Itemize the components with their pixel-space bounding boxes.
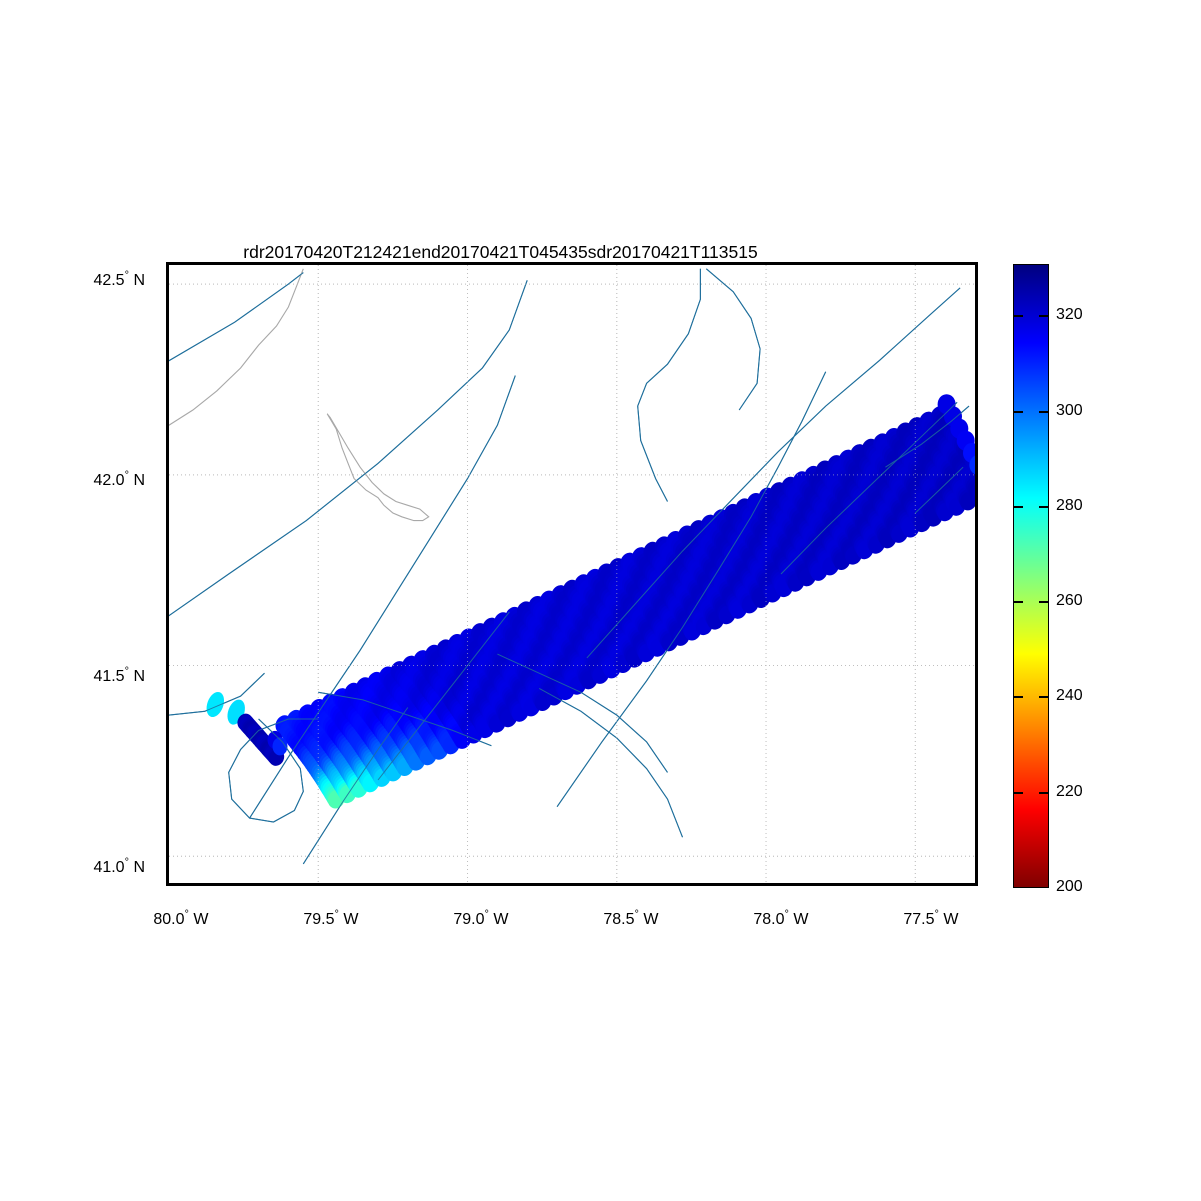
basemap-rivers [169,268,970,865]
y-hemisphere-3: N [133,859,145,876]
river-line-overlay-10 [169,672,265,716]
river-line-overlay-0 [169,272,304,362]
x-tick-value-80p0: 80.0 [153,911,185,928]
river-line-overlay-4 [377,611,510,781]
river-line-overlay-9 [705,268,761,411]
river-line-0 [169,272,304,362]
colorbar-tick-300 [1039,410,1048,413]
y-tick-value-42p5: 42.5 [93,272,125,289]
tail-marker [272,737,288,756]
y-hemisphere-2: N [133,668,145,685]
x-tick-label-80p0: 80.0° W [112,893,232,947]
colorbar-label-220: 220 [1056,782,1083,800]
x-hemisphere-0: W [193,911,209,928]
x-hemisphere-2: W [493,911,509,928]
colorbar-label-200: 200 [1056,878,1083,895]
degree-icon: ° [124,469,129,482]
map-axes[interactable] [166,262,978,886]
river-line-overlay-2 [249,375,516,819]
river-line-1 [169,280,528,617]
tail-marker [206,691,225,718]
title-line-1: rdr20170420T212421end20170421T045435sdr2… [243,242,758,262]
y-hemisphere-0: N [133,272,145,289]
coast-line-0 [169,268,304,426]
degree-icon: ° [334,908,339,921]
y-tick-value-41p5: 41.5 [93,668,125,685]
x-tick-label-77p5: 77.5° W [862,893,982,947]
x-tick-label-79p5: 79.5° W [262,893,382,947]
colorbar-tick-240 [1014,696,1023,699]
degree-icon: ° [784,908,789,921]
x-tick-value-78p0: 78.0 [753,911,785,928]
x-hemisphere-4: W [793,911,809,928]
colorbar-label-240: 240 [1056,687,1083,705]
x-tick-label-78p5: 78.5° W [562,893,682,947]
colorbar[interactable] [1013,264,1049,888]
colorbar-label-320: 320 [1056,306,1083,324]
river-line-overlay-16 [914,466,964,514]
colorbar-tick-300 [1014,410,1023,413]
colorbar-label-300: 300 [1056,401,1083,419]
grid-lines-overlay [169,265,975,883]
map-plot-area [169,265,975,883]
river-line-overlay-7 [780,401,958,575]
colorbar-label-260: 260 [1056,592,1083,610]
y-hemisphere-1: N [133,472,145,489]
grid-lines [169,265,975,883]
outlier-marker [963,442,975,463]
y-tick-label-42p0: 42.0° N [0,454,145,508]
degree-icon: ° [124,665,129,678]
colorbar-gradient [1014,265,1048,887]
degree-icon: ° [934,908,939,921]
colorbar-tick-220 [1039,791,1048,794]
river-line-overlay-14 [538,687,683,838]
y-tick-value-42p0: 42.0 [93,472,125,489]
colorbar-label-280: 280 [1056,496,1083,514]
degree-icon: ° [634,908,639,921]
river-line-8 [637,268,701,502]
river-line-overlay-11 [228,718,319,823]
y-tick-value-41p0: 41.0 [93,859,125,876]
colorbar-tick-220 [1014,791,1023,794]
colorbar-tick-260 [1014,601,1023,604]
degree-icon: ° [184,908,189,921]
outlier-marker [969,455,975,475]
river-line-overlay-6 [586,287,961,659]
y-tick-label-41p0: 41.0° N [0,841,145,895]
river-line-overlay-8 [637,268,701,502]
coast-line-1 [326,413,430,522]
basemap-rivers-overlay [169,268,970,865]
x-tick-label-79p0: 79.0° W [412,893,532,947]
x-tick-label-78p0: 78.0° W [712,893,832,947]
x-hemisphere-3: W [643,911,659,928]
basemap-coastlines [169,268,430,522]
colorbar-tick-320 [1039,315,1048,318]
river-line-overlay-15 [885,405,970,468]
x-tick-value-79p5: 79.5 [303,911,335,928]
degree-icon: ° [124,856,129,869]
x-tick-value-79p0: 79.0 [453,911,485,928]
x-tick-value-78p5: 78.5 [603,911,635,928]
map-svg [169,265,975,883]
y-tick-label-41p5: 41.5° N [0,650,145,704]
river-line-overlay-3 [302,707,409,865]
river-line-overlay-13 [497,653,668,773]
degree-icon: ° [484,908,489,921]
colorbar-tick-280 [1014,505,1023,508]
x-hemisphere-1: W [343,911,359,928]
colorbar-tick-260 [1039,601,1048,604]
outlier-track [937,394,975,475]
river-line-overlay-1 [169,280,528,617]
degree-icon: ° [124,269,129,282]
southwest-tail [206,691,288,766]
y-tick-label-42p5: 42.5° N [0,254,145,308]
colorbar-tick-240 [1039,696,1048,699]
river-line-overlay-12 [318,691,492,747]
colorbar-tick-320 [1014,315,1023,318]
colorbar-tick-280 [1039,505,1048,508]
river-line-9 [705,268,761,411]
x-hemisphere-5: W [943,911,959,928]
x-tick-value-77p5: 77.5 [903,911,935,928]
